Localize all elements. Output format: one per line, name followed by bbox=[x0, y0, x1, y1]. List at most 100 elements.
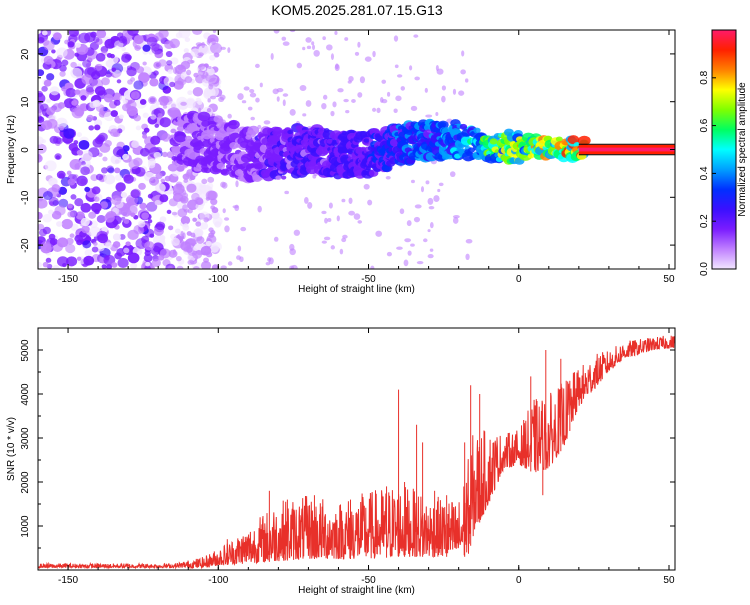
noise-blob bbox=[78, 139, 90, 150]
noise-blob bbox=[43, 55, 54, 65]
noise-blob bbox=[111, 262, 118, 268]
noise-blob bbox=[289, 265, 295, 269]
noise-blob bbox=[198, 184, 207, 193]
noise-blob bbox=[43, 79, 52, 87]
noise-blob bbox=[185, 99, 196, 109]
noise-blob bbox=[146, 201, 158, 212]
signal-blob bbox=[473, 127, 481, 134]
noise-blob bbox=[425, 114, 433, 118]
noise-blob bbox=[149, 176, 160, 186]
noise-blob bbox=[299, 85, 307, 91]
noise-blob bbox=[103, 93, 114, 103]
noise-blob bbox=[81, 74, 93, 85]
noise-blob bbox=[364, 56, 372, 62]
noise-blob bbox=[165, 50, 173, 58]
noise-blob bbox=[192, 87, 204, 97]
noise-blob bbox=[241, 100, 247, 104]
noise-blob bbox=[186, 183, 197, 193]
noise-blob bbox=[107, 167, 115, 174]
noise-blob bbox=[289, 30, 296, 33]
noise-blob bbox=[55, 117, 68, 129]
noise-blob bbox=[302, 46, 306, 51]
noise-blob bbox=[321, 210, 327, 215]
noise-blob bbox=[67, 203, 73, 209]
noise-blob bbox=[441, 95, 446, 103]
noise-blob bbox=[38, 136, 44, 146]
noise-blob bbox=[84, 249, 93, 257]
noise-blob bbox=[143, 254, 153, 263]
noise-blob bbox=[159, 216, 167, 223]
noise-blob bbox=[410, 179, 415, 184]
noise-blob bbox=[191, 30, 203, 35]
noise-blob bbox=[153, 151, 162, 159]
noise-blob bbox=[224, 225, 230, 233]
noise-blob bbox=[172, 67, 178, 74]
noise-blob bbox=[74, 234, 84, 243]
noise-blob bbox=[209, 244, 220, 253]
noise-blob bbox=[452, 88, 457, 95]
noise-blob bbox=[48, 177, 58, 187]
noise-blob bbox=[237, 245, 242, 252]
noise-blob bbox=[208, 83, 214, 90]
noise-blob bbox=[330, 110, 335, 117]
y-tick-label: 20 bbox=[20, 48, 31, 60]
noise-blob bbox=[198, 45, 210, 55]
noise-blob bbox=[342, 234, 348, 239]
noise-blob bbox=[396, 246, 403, 250]
noise-blob bbox=[195, 97, 202, 104]
noise-blob bbox=[51, 184, 61, 193]
noise-blob bbox=[212, 30, 217, 34]
noise-blob bbox=[144, 265, 151, 269]
noise-blob bbox=[121, 66, 128, 72]
noise-blob bbox=[56, 221, 63, 227]
signal-blob bbox=[287, 129, 294, 135]
x-tick-label: -150 bbox=[58, 274, 78, 285]
noise-blob bbox=[155, 101, 160, 106]
noise-blob bbox=[207, 98, 211, 103]
noise-blob bbox=[406, 220, 412, 227]
noise-blob bbox=[65, 243, 76, 254]
noise-blob bbox=[257, 205, 262, 213]
colorbar: 0.0 0.2 0.4 0.6 0.8 Normalized spectral ampli… bbox=[699, 29, 748, 276]
noise-blob bbox=[183, 209, 190, 213]
noise-blob bbox=[188, 174, 193, 182]
noise-blob bbox=[80, 217, 90, 227]
noise-blob bbox=[181, 192, 189, 199]
noise-blob bbox=[149, 78, 159, 87]
noise-blob bbox=[227, 113, 232, 119]
noise-blob bbox=[155, 172, 163, 180]
noise-blob bbox=[147, 219, 153, 224]
noise-blob bbox=[142, 44, 151, 52]
noise-blob bbox=[97, 233, 109, 244]
noise-blob bbox=[109, 128, 120, 137]
noise-blob bbox=[341, 198, 346, 203]
signal-blob bbox=[176, 125, 185, 132]
noise-blob bbox=[130, 262, 138, 269]
noise-blob bbox=[345, 110, 350, 114]
noise-blob bbox=[74, 89, 81, 95]
noise-blob bbox=[96, 30, 107, 39]
noise-blob bbox=[46, 118, 58, 129]
noise-blob bbox=[59, 71, 66, 77]
noise-blob bbox=[344, 37, 349, 41]
noise-blob bbox=[201, 178, 208, 185]
noise-blob bbox=[386, 251, 392, 257]
noise-blob bbox=[311, 41, 315, 46]
snr-series-line bbox=[38, 335, 675, 570]
noise-blob bbox=[159, 248, 171, 259]
colorbar-tick-label: 0.6 bbox=[699, 118, 710, 132]
noise-blob bbox=[38, 143, 47, 154]
noise-blob bbox=[52, 32, 62, 41]
noise-blob bbox=[197, 52, 204, 57]
noise-blob bbox=[42, 213, 53, 223]
noise-blob bbox=[249, 92, 257, 98]
noise-blob bbox=[263, 120, 271, 125]
noise-blob bbox=[112, 146, 125, 158]
noise-blob bbox=[201, 41, 205, 48]
noise-blob bbox=[187, 208, 193, 214]
noise-blob bbox=[91, 186, 101, 195]
noise-blob bbox=[82, 59, 92, 68]
noise-blob bbox=[433, 195, 440, 203]
noise-blob bbox=[237, 93, 244, 101]
noise-blob bbox=[255, 97, 260, 103]
